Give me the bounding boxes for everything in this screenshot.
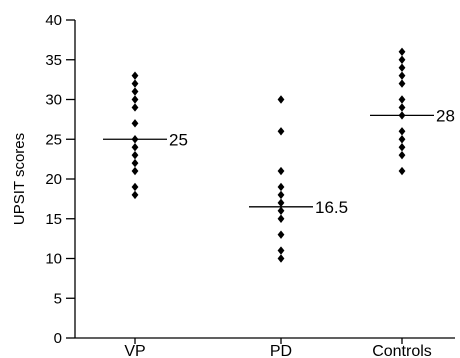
median-label: 28 <box>436 106 455 125</box>
data-point <box>398 63 406 72</box>
data-point <box>131 190 139 200</box>
y-tick-label: 25 <box>45 131 62 148</box>
data-point <box>277 127 285 136</box>
data-point <box>277 166 285 176</box>
data-point <box>131 79 139 88</box>
data-point <box>277 95 285 104</box>
median-label: 16.5 <box>315 198 348 217</box>
data-point <box>398 166 406 176</box>
data-point <box>277 214 285 223</box>
y-tick-label: 40 <box>45 12 62 29</box>
data-point <box>398 47 406 56</box>
y-tick-label: 5 <box>54 290 62 307</box>
data-point <box>277 198 285 208</box>
data-point <box>131 158 139 168</box>
y-tick-label: 30 <box>45 92 62 109</box>
data-point <box>398 143 406 152</box>
y-tick-label: 0 <box>54 330 62 347</box>
data-point <box>398 55 406 64</box>
y-tick-label: 15 <box>45 211 62 228</box>
data-point <box>277 246 285 255</box>
y-tick-label: 10 <box>45 251 62 268</box>
data-point <box>398 103 406 112</box>
data-point <box>131 182 139 192</box>
data-point <box>398 127 406 136</box>
data-point <box>131 143 139 152</box>
y-tick-label: 35 <box>45 52 62 69</box>
data-point <box>131 71 139 80</box>
data-point <box>131 119 139 128</box>
data-point <box>398 150 406 160</box>
data-point <box>277 190 285 200</box>
median-label: 25 <box>169 130 188 149</box>
data-point <box>398 95 406 104</box>
x-tick-label: PD <box>270 343 292 358</box>
data-point <box>131 87 139 96</box>
data-point <box>277 206 285 215</box>
data-point <box>131 103 139 112</box>
data-point <box>398 71 406 80</box>
y-tick-label: 20 <box>45 171 62 188</box>
data-point <box>277 230 285 239</box>
data-point <box>131 150 139 160</box>
data-point <box>131 166 139 176</box>
data-point <box>131 95 139 104</box>
axes: 0 5 10 15 20 25 30 35 40 VP PD Controls <box>45 12 455 358</box>
y-axis-title: UPSIT scores <box>11 133 28 225</box>
data-point <box>398 79 406 88</box>
chart-marks: 25 16.5 28 <box>103 47 455 263</box>
data-point <box>277 182 285 192</box>
x-tick-label: Controls <box>372 343 432 358</box>
data-point <box>277 254 285 263</box>
x-tick-label: VP <box>124 343 145 358</box>
data-point <box>398 135 406 144</box>
